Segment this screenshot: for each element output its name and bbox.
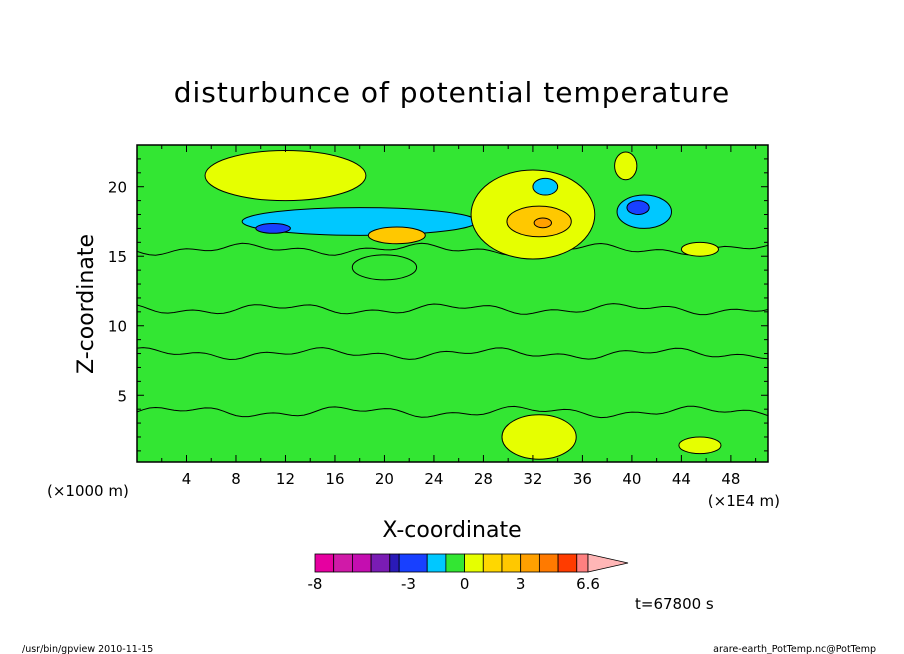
x-tick-label: 12 (276, 470, 295, 488)
x-tick-label: 16 (325, 470, 344, 488)
colorbar-bin (576, 553, 589, 573)
colorbar-tick-label: 3 (516, 575, 526, 593)
colorbar-tick-label: 6.6 (576, 575, 600, 593)
x-unit-left: (×1000 m) (47, 482, 129, 500)
colorbar-bin (389, 553, 400, 573)
contour-blob (678, 436, 722, 455)
colorbar-extend-arrow (587, 553, 629, 573)
colorbar-bin (557, 553, 578, 573)
contour-blob (204, 150, 367, 202)
contour-blob (367, 226, 426, 245)
colorbar-bin (426, 553, 447, 573)
colorbar-bin (398, 553, 428, 573)
contour-line (137, 303, 768, 316)
y-tick-label: 5 (117, 387, 127, 405)
colorbar (314, 553, 629, 573)
x-tick-label: 36 (573, 470, 592, 488)
contour-blob (532, 177, 559, 196)
colorbar-tick-label: -8 (308, 575, 323, 593)
x-tick-label: 8 (231, 470, 241, 488)
colorbar-bin (314, 553, 335, 573)
y-axis: 5 10 15 20 (108, 158, 768, 452)
y-tick-label: 20 (108, 179, 127, 197)
x-tick-label: 20 (375, 470, 394, 488)
colorbar-bin (501, 553, 522, 573)
colorbar-bin (464, 553, 484, 573)
contour-blob (533, 217, 552, 229)
colorbar-bin (482, 553, 503, 573)
y-axis-label: Z-coordinate (74, 234, 99, 374)
colorbar-bin (351, 553, 372, 573)
contour-line (137, 347, 768, 361)
x-tick-label: 24 (424, 470, 443, 488)
colorbar-bin (538, 553, 559, 573)
colorbar-labels: -8 -3 0 3 6.6 (308, 575, 600, 593)
colorbar-bin (445, 553, 465, 573)
chart-title: disturbunce of potential temperature (174, 76, 731, 109)
contour-blob (351, 254, 418, 281)
x-tick-label: 44 (672, 470, 691, 488)
x-tick-label: 4 (182, 470, 192, 488)
colorbar-bin (370, 553, 391, 573)
footer-left: /usr/bin/gpview 2010-11-15 (22, 644, 153, 654)
y-tick-label: 10 (108, 318, 127, 336)
contour-blob (614, 151, 638, 181)
x-axis: 4 8 12 16 20 24 28 32 36 40 44 48 (161, 145, 757, 488)
x-unit-right: (×1E4 m) (708, 492, 780, 510)
footer-right: arare-earth_PotTemp.nc@PotTemp (713, 644, 876, 654)
x-axis-label: X-coordinate (382, 518, 521, 543)
colorbar-bin (333, 553, 353, 573)
plot-area (137, 145, 768, 462)
colorbar-tick-label: 0 (460, 575, 470, 593)
colorbar-tick-label: -3 (401, 575, 416, 593)
x-tick-label: 32 (523, 470, 542, 488)
y-tick-label: 15 (108, 248, 127, 266)
contour-line (137, 242, 768, 256)
time-label: t=67800 s (635, 595, 714, 613)
x-tick-label: 28 (474, 470, 493, 488)
colorbar-bin (520, 553, 540, 573)
contour-line (137, 405, 768, 419)
plot-frame (136, 144, 769, 463)
contour-blob (501, 414, 577, 460)
contour-blob (255, 223, 291, 234)
contour-blob (680, 241, 720, 257)
x-tick-label: 40 (622, 470, 641, 488)
x-tick-label: 48 (721, 470, 740, 488)
contour-blob (626, 200, 650, 216)
